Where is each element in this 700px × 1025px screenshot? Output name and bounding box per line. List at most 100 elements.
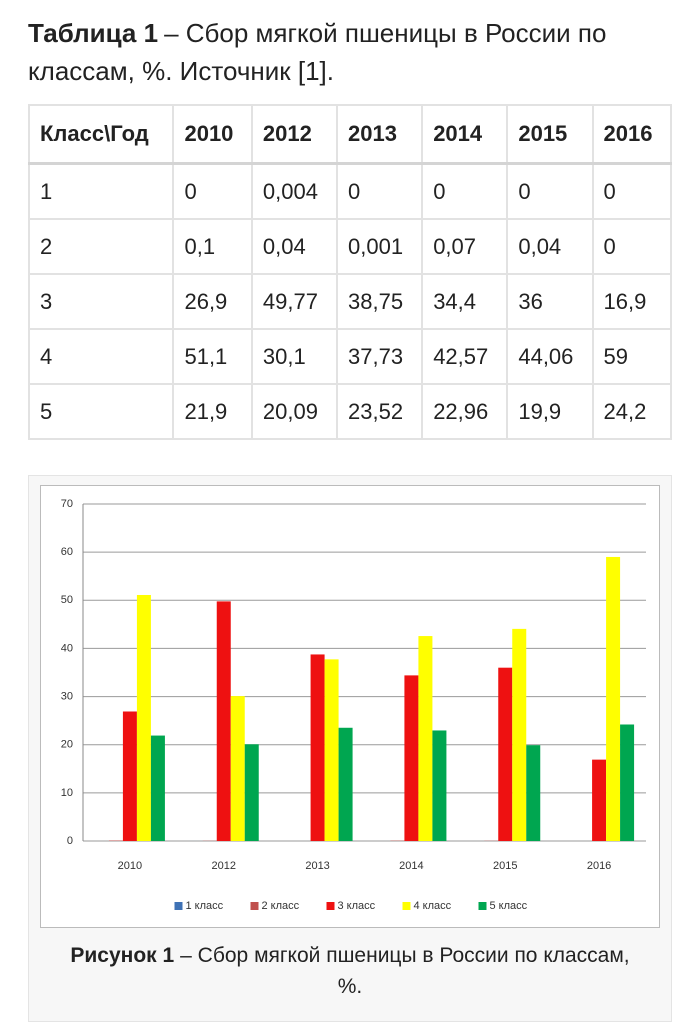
table-cell: 0 — [506, 162, 594, 220]
table-cell: 36 — [506, 273, 594, 330]
table-cell: 42,57 — [421, 328, 509, 385]
legend-swatch — [250, 902, 259, 910]
header-cell: 2015 — [506, 104, 594, 165]
table-cell: 0,1 — [172, 218, 253, 275]
bar — [216, 601, 231, 841]
x-tick-label: 2015 — [493, 860, 517, 872]
table-cell: 22,96 — [421, 383, 509, 440]
table-cell: 0 — [421, 162, 509, 220]
x-tick-label: 2013 — [305, 860, 329, 872]
table-row: 4 51,1 30,1 37,73 42,57 44,06 59 — [27, 328, 672, 385]
bar — [498, 667, 513, 841]
header-row: Класс\Год 2010 2012 2013 2014 2015 2016 — [27, 104, 672, 165]
table-cell: 0,04 — [506, 218, 594, 275]
table-cell: 24,2 — [591, 383, 672, 440]
y-tick-label: 60 — [61, 546, 73, 558]
y-tick-label: 20 — [61, 739, 73, 751]
table-cell: 34,4 — [421, 273, 509, 330]
header-cell: 2016 — [591, 104, 672, 165]
caption-text: – Сбор мягкой пшеницы в России по класса… — [28, 18, 607, 86]
table-cell: 5 — [27, 383, 175, 440]
bar — [136, 594, 151, 841]
x-tick-label: 2016 — [587, 860, 611, 872]
legend-label: 2 класс — [262, 900, 300, 912]
y-tick-label: 50 — [61, 594, 73, 606]
table-cell: 23,52 — [336, 383, 424, 440]
legend-label: 3 класс — [338, 900, 376, 912]
table-cell: 0 — [336, 162, 424, 220]
y-tick-label: 30 — [61, 690, 73, 702]
bar — [432, 730, 447, 841]
table-cell: 2 — [27, 218, 175, 275]
header-cell: Класс\Год — [27, 104, 175, 165]
table-cell: 0 — [172, 162, 253, 220]
y-tick-label: 10 — [61, 787, 73, 799]
table-cell: 51,1 — [172, 328, 253, 385]
caption-label: Таблица 1 — [28, 18, 159, 48]
table-caption: Таблица 1– Сбор мягкой пшеницы в России … — [28, 14, 668, 90]
table-cell: 21,9 — [172, 383, 253, 440]
table-cell: 59 — [591, 328, 672, 385]
table-cell: 0,07 — [421, 218, 509, 275]
legend-label: 1 класс — [186, 900, 224, 912]
bar — [592, 759, 607, 841]
x-tick-label: 2010 — [118, 860, 142, 872]
bar — [244, 744, 259, 841]
figure-caption: Рисунок 1– Сбор мягкой пшеницы в России … — [60, 940, 640, 1002]
bar — [310, 654, 325, 841]
bar — [150, 735, 165, 841]
table-cell: 16,9 — [591, 273, 672, 330]
header-cell: 2014 — [421, 104, 509, 165]
bar — [606, 556, 621, 841]
legend-swatch — [326, 902, 335, 910]
legend-swatch — [174, 902, 183, 910]
header-cell: 2013 — [336, 104, 424, 165]
x-tick-label: 2014 — [399, 860, 423, 872]
table-cell: 0 — [591, 218, 672, 275]
table-cell: 49,77 — [250, 273, 339, 330]
table-cell: 26,9 — [172, 273, 253, 330]
header-cell: 2010 — [172, 104, 253, 165]
data-table: Класс\Год 2010 2012 2013 2014 2015 2016 1 0 0,004… — [27, 104, 672, 440]
figure-label: Рисунок 1 — [70, 944, 175, 967]
table-cell: 38,75 — [336, 273, 424, 330]
table-cell: 0,004 — [250, 162, 339, 220]
table-cell: 4 — [27, 328, 175, 385]
y-tick-label: 70 — [61, 498, 73, 510]
header-cell: 2012 — [250, 104, 339, 165]
table-cell: 0,001 — [336, 218, 424, 275]
table-row: 2 0,1 0,04 0,001 0,07 0,04 0 — [27, 218, 672, 275]
bar — [418, 636, 433, 841]
bar — [122, 711, 137, 841]
table-cell: 0 — [591, 162, 672, 220]
legend-label: 5 класс — [490, 900, 528, 912]
table-cell: 37,73 — [336, 328, 424, 385]
bar — [324, 659, 339, 841]
bar — [620, 724, 635, 841]
bar — [512, 628, 527, 841]
table-cell: 44,06 — [506, 328, 594, 385]
y-tick-label: 40 — [61, 642, 73, 654]
bar — [338, 727, 353, 841]
x-tick-label: 2012 — [212, 860, 236, 872]
legend-swatch — [402, 902, 411, 910]
bar — [526, 745, 541, 841]
legend-swatch — [478, 902, 487, 910]
legend-label: 4 класс — [414, 900, 452, 912]
table-cell: 19,9 — [506, 383, 594, 440]
table-cell: 20,09 — [250, 383, 339, 440]
y-tick-label: 0 — [67, 835, 73, 847]
table-cell: 0,04 — [250, 218, 339, 275]
table-row: 1 0 0,004 0 0 0 0 — [27, 162, 672, 220]
table-body: 1 0 0,004 0 0 0 0 2 0,1 0,04 0,001 0,07 0,04 0 3 26,9 49… — [27, 162, 672, 440]
table-cell: 3 — [27, 273, 175, 330]
bar — [404, 675, 419, 841]
table-cell: 1 — [27, 162, 175, 220]
table-cell: 30,1 — [250, 328, 339, 385]
figure-text: – Сбор мягкой пшеницы в России по класса… — [180, 944, 630, 998]
table-row: 5 21,9 20,09 23,52 22,96 19,9 24,2 — [27, 383, 672, 440]
bar — [230, 696, 245, 841]
table-row: 3 26,9 49,77 38,75 34,4 36 16,9 — [27, 273, 672, 330]
chart: 0 10 20 30 40 50 60 70 2010 2012 2013 2014 2015 2016 1… — [40, 485, 660, 928]
